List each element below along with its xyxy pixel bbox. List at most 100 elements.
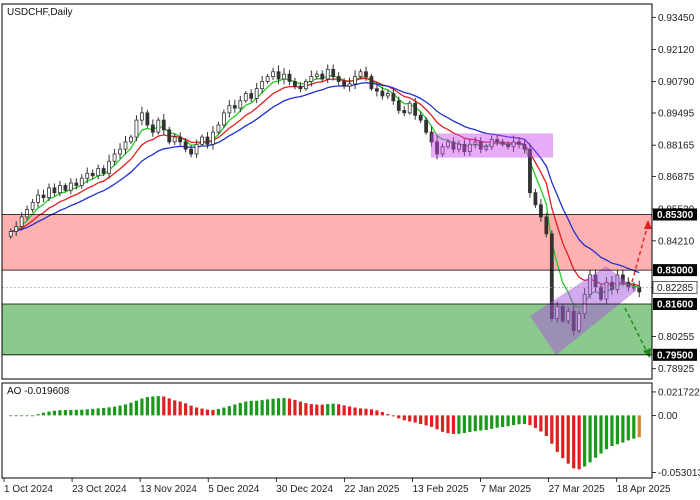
candle-body — [112, 153, 117, 162]
candle-body — [36, 194, 40, 203]
ao-bar — [74, 409, 78, 416]
candle-body — [375, 88, 379, 92]
date-tick-label: 27 Mar 2025 — [549, 484, 606, 495]
ma-fast-line — [10, 75, 640, 309]
ao-bar — [364, 408, 368, 416]
ao-bar — [189, 405, 193, 416]
ao-bar — [91, 408, 95, 416]
ao-bar — [20, 415, 24, 417]
ao-bar — [419, 415, 423, 425]
ao-bar — [632, 415, 636, 439]
ao-bar — [41, 412, 46, 416]
ao-bar — [408, 415, 412, 422]
ao-bar — [490, 415, 494, 429]
ao-bar — [544, 415, 548, 437]
candle-body — [243, 93, 248, 102]
ao-bar — [375, 410, 379, 416]
ao-bar — [293, 399, 297, 416]
ao-bar — [304, 403, 308, 416]
ao-histogram-layer — [9, 396, 641, 470]
candle-body — [265, 76, 270, 82]
ao-bar — [194, 407, 199, 416]
candle-body — [221, 112, 226, 126]
candle-body — [380, 90, 385, 97]
candle-body — [353, 76, 357, 85]
candle-body — [118, 148, 122, 155]
price-tick-label: 0.93450 — [658, 13, 695, 24]
ao-bar — [315, 404, 319, 416]
axis-layer: 0.93450 0.92120 0.90790 0.89495 0.88165 0.868… — [3, 13, 700, 495]
ao-bar — [25, 415, 29, 417]
ao-bar — [347, 406, 352, 416]
ao-bar — [511, 415, 516, 426]
candle-body — [194, 143, 199, 155]
ao-bar — [227, 406, 231, 416]
candle-body — [429, 131, 434, 143]
date-tick-label: 23 Oct 2024 — [72, 484, 127, 495]
ao-bar — [501, 415, 505, 427]
ao-bar — [112, 406, 117, 416]
price-tick-label: 0.78925 — [658, 364, 695, 375]
ao-bar — [211, 409, 215, 416]
candle-body — [413, 102, 418, 116]
date-tick-label: 13 Feb 2025 — [412, 484, 469, 495]
ao-bar — [205, 409, 210, 416]
candle-body — [145, 112, 150, 126]
ao-bar — [222, 407, 226, 416]
ao-bar — [162, 396, 166, 416]
candle-body — [309, 76, 314, 82]
ao-bar — [151, 396, 155, 416]
candle-body — [544, 216, 549, 235]
date-tick-label: 22 Jan 2025 — [344, 484, 399, 495]
price-tick-label: 0.84210 — [658, 236, 695, 247]
ao-bar — [539, 415, 543, 432]
date-tick-label: 13 Nov 2024 — [140, 484, 197, 495]
ao-bar — [309, 404, 313, 416]
date-tick-label: 30 Dec 2024 — [276, 484, 333, 495]
ao-bar — [517, 415, 521, 425]
ao-bar — [129, 402, 133, 416]
ao-bar — [484, 415, 488, 430]
candle-body — [347, 83, 352, 87]
ao-bar — [593, 415, 598, 458]
ao-bar — [123, 404, 128, 416]
ao-bar — [550, 415, 554, 444]
ao-bar — [320, 404, 324, 416]
candle-body — [52, 187, 57, 194]
candle-body — [30, 201, 35, 211]
price-tick-label: 0.90790 — [658, 77, 695, 88]
consolidation-box — [431, 133, 553, 158]
candle-body — [25, 209, 30, 218]
ao-bar — [52, 410, 57, 416]
candle-body — [178, 136, 183, 143]
candle-body — [271, 71, 275, 77]
ao-bar — [337, 404, 341, 416]
candle-body — [489, 139, 494, 148]
ao-bar — [9, 415, 13, 417]
resistance-zone — [2, 214, 652, 271]
ao-bar — [184, 403, 188, 416]
candle-body — [200, 136, 204, 145]
price-tick-label: 0.88165 — [658, 141, 695, 152]
ao-bar — [249, 400, 253, 416]
ao-bar — [36, 414, 40, 416]
ao-panel-frame — [1, 382, 653, 479]
ao-bar — [233, 404, 237, 416]
candle-body — [506, 143, 510, 148]
ao-bar — [85, 409, 89, 416]
candle-body — [287, 73, 292, 82]
candle-body — [183, 141, 188, 150]
candle-body — [495, 139, 500, 143]
level-label: 0.85300 — [657, 210, 694, 221]
flag-channel — [530, 266, 637, 355]
ao-bar — [63, 410, 67, 416]
candle-body — [101, 168, 106, 174]
ao-bar — [244, 401, 248, 416]
candle-body — [538, 204, 543, 218]
candle-body — [637, 286, 642, 293]
ao-tick-label: 0.00 — [658, 411, 678, 422]
ao-bar — [583, 415, 587, 467]
level-label: 0.79500 — [657, 350, 694, 361]
ao-bar — [58, 410, 62, 416]
candle-body — [79, 177, 84, 186]
